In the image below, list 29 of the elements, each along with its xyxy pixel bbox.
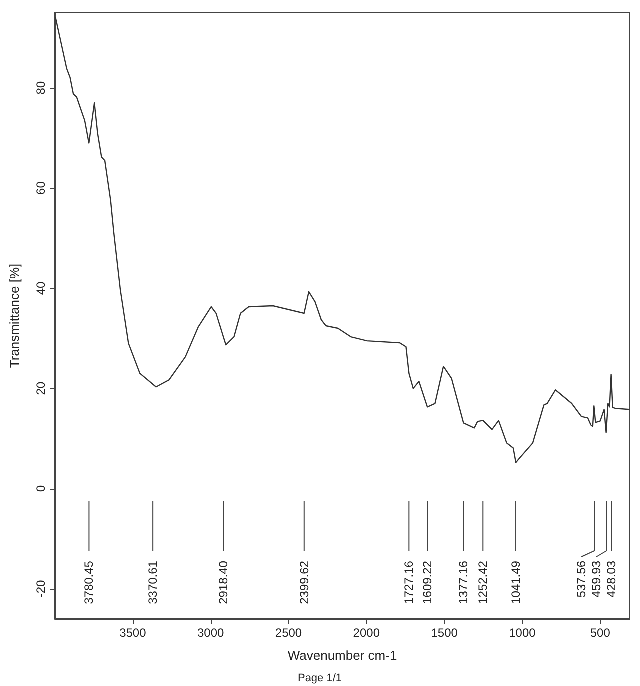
- ref-line-label: 537.56: [574, 560, 589, 598]
- x-tick-label: 2500: [275, 626, 302, 640]
- ref-line-label: 1609.22: [420, 560, 435, 604]
- x-tick-label: 3500: [120, 626, 147, 640]
- ref-line-label: 1252.42: [476, 560, 490, 604]
- ref-line-label: 428.03: [604, 560, 619, 598]
- y-tick-label: -20: [34, 580, 48, 598]
- y-tick-label: 40: [34, 281, 48, 296]
- text: Page 1/1: [298, 672, 342, 684]
- x-tick-label: 1000: [509, 626, 536, 640]
- ref-line-label: 3780.45: [82, 560, 96, 604]
- y-tick-label: 20: [34, 382, 48, 396]
- x-tick-label: 1500: [431, 626, 458, 640]
- y-tick-label: 60: [34, 181, 48, 195]
- ref-line-label: 3370.61: [146, 560, 160, 604]
- x-axis-title: Wavenumber cm-1: [288, 648, 398, 663]
- x-tick-label: 3000: [197, 626, 224, 640]
- ref-line-label: 459.93: [590, 560, 604, 598]
- ref-line-label: 1377.16: [456, 560, 471, 604]
- y-tick-label: 0: [34, 485, 48, 492]
- ref-line-label: 2918.40: [216, 560, 231, 604]
- x-tick-label: 2000: [353, 626, 380, 640]
- y-tick-label: 80: [34, 81, 48, 95]
- ref-line-label: 2399.62: [297, 560, 312, 604]
- ref-line-label: 1041.49: [509, 560, 524, 604]
- x-tick-label: 500: [590, 626, 611, 640]
- ref-line-label: 1727.16: [402, 560, 416, 604]
- y-axis-title: Transmittance [%]: [7, 264, 22, 368]
- line-series: [55, 17, 630, 464]
